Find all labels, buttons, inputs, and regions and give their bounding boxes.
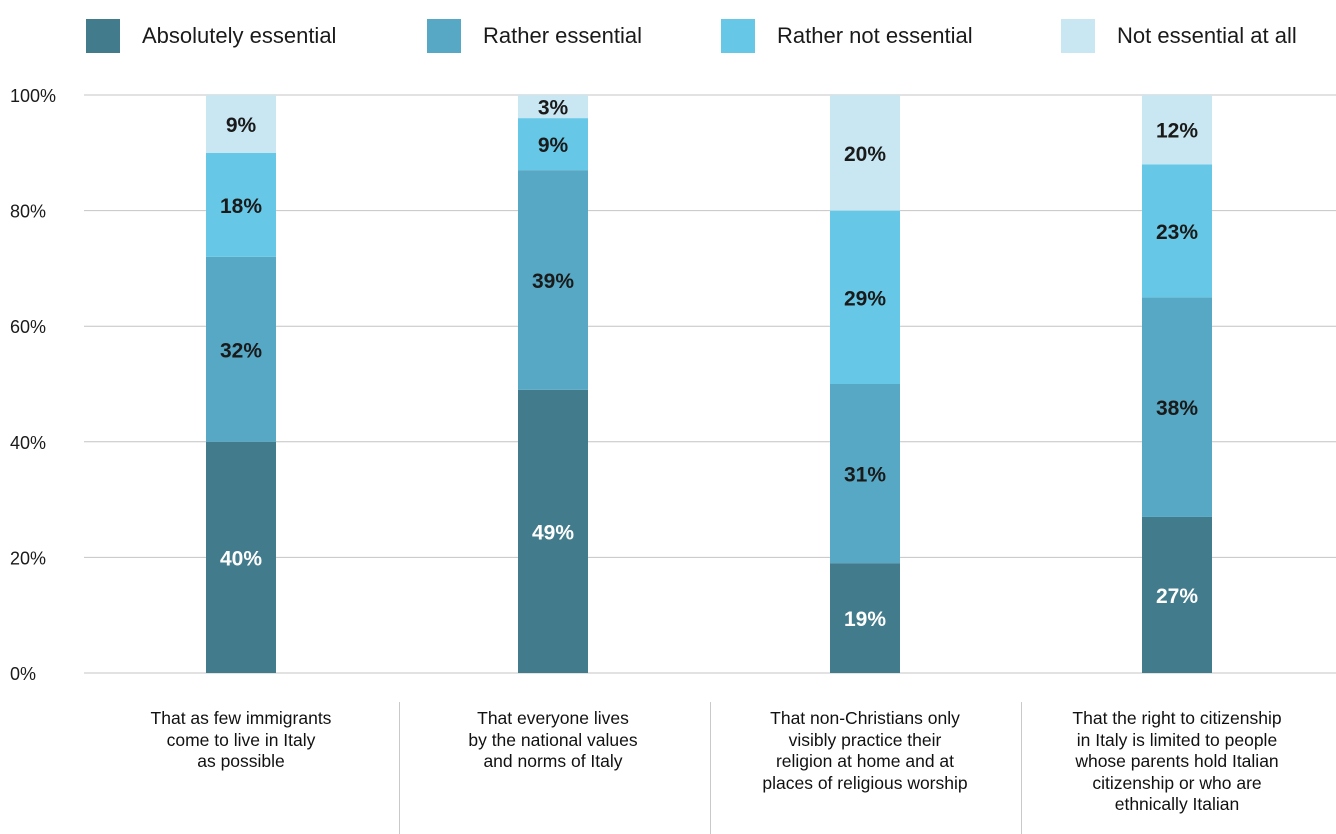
x-category-label-line: That everyone lives	[477, 708, 629, 728]
bar-segment	[830, 95, 900, 211]
legend-swatch	[721, 19, 755, 53]
y-tick-label: 100%	[10, 86, 56, 106]
x-category-label-line: visibly practice their	[788, 729, 942, 750]
data-label: 3%	[538, 97, 569, 120]
x-category-label-line: citizenship or who are	[1092, 772, 1262, 793]
category-separator	[710, 702, 711, 834]
x-category-label-line: places of religious worship	[762, 772, 968, 793]
legend-item: Absolutely essential	[86, 18, 336, 54]
data-label: 32%	[220, 339, 262, 362]
bar-segment	[1142, 516, 1212, 673]
legend-item: Rather not essential	[721, 18, 973, 54]
legend-label: Absolutely essential	[142, 23, 337, 48]
x-category-label: That the right to citizenship in Italy is…	[1029, 708, 1325, 816]
x-category-label: That as few immigrants come to live in It…	[93, 708, 389, 773]
data-label: 29%	[844, 287, 886, 310]
x-category-label-line: ethnically Italian	[1114, 794, 1240, 814]
bar-segment	[830, 384, 900, 564]
data-label: 31%	[844, 464, 886, 487]
bar-segment	[1142, 95, 1212, 165]
y-tick-label: 80%	[10, 202, 46, 222]
legend-item: Rather essential	[427, 18, 642, 54]
bar-segment	[206, 152, 276, 257]
bar-segment	[518, 95, 588, 119]
bar-segment	[830, 563, 900, 673]
legend-label: Rather essential	[483, 23, 642, 48]
legend-label: Rather not essential	[777, 23, 973, 48]
data-label: 23%	[1156, 221, 1198, 244]
bar-segment	[206, 256, 276, 442]
category-separator	[1021, 702, 1022, 834]
bar-segment	[518, 389, 588, 673]
legend-swatch	[86, 19, 120, 53]
x-category-label: That everyone lives by the national value…	[405, 708, 701, 773]
data-label: 12%	[1156, 120, 1198, 143]
bar-segment	[518, 170, 588, 390]
data-label: 49%	[532, 521, 574, 544]
data-label: 40%	[220, 547, 262, 570]
data-label: 9%	[226, 114, 257, 137]
plot-area: 0% 20% 40% 60% 80% 100% 40% 32% 18% 9% 49% 39% 9% 3% 1…	[10, 86, 1336, 684]
x-category-label-line: That the right to citizenship	[1072, 708, 1282, 728]
x-category-label-line: whose parents hold Italian	[1075, 751, 1279, 771]
x-category-label-line: and norms of Italy	[483, 751, 623, 771]
x-category-label-line: as possible	[197, 751, 285, 771]
x-category-label-line: That non-Christians only	[770, 708, 960, 728]
bar-segment	[1142, 297, 1212, 517]
x-category-label: That non-Christians only visibly practice…	[717, 708, 1013, 794]
x-category-label-line: That as few immigrants	[150, 708, 332, 728]
x-category-label-line: by the national values	[468, 729, 638, 750]
legend-item: Not essential at all	[1061, 18, 1297, 54]
bar-segment	[1142, 164, 1212, 298]
legend-swatch	[427, 19, 461, 53]
bar-segment	[206, 95, 276, 153]
x-category-label-line: religion at home and at	[775, 751, 955, 771]
legend-label: Not essential at all	[1117, 23, 1297, 48]
y-tick-label: 0%	[10, 664, 36, 684]
y-tick-label: 60%	[10, 317, 46, 337]
legend-swatch	[1061, 19, 1095, 53]
bar-segment	[206, 441, 276, 673]
category-separator	[399, 702, 400, 834]
bar-segment	[518, 118, 588, 171]
bar-segment	[830, 210, 900, 384]
x-category-label-line: come to live in Italy	[166, 729, 316, 750]
data-label: 19%	[844, 608, 886, 631]
data-label: 9%	[538, 134, 569, 157]
data-label: 20%	[844, 143, 886, 166]
data-label: 27%	[1156, 585, 1198, 608]
y-tick-label: 40%	[10, 433, 46, 453]
legend: Absolutely essential Rather essential Rath…	[0, 18, 1336, 54]
data-label: 18%	[220, 195, 262, 218]
data-label: 39%	[532, 270, 574, 293]
data-label: 38%	[1156, 397, 1198, 420]
x-category-label-line: in Italy is limited to people	[1076, 729, 1278, 750]
y-tick-label: 20%	[10, 548, 46, 568]
